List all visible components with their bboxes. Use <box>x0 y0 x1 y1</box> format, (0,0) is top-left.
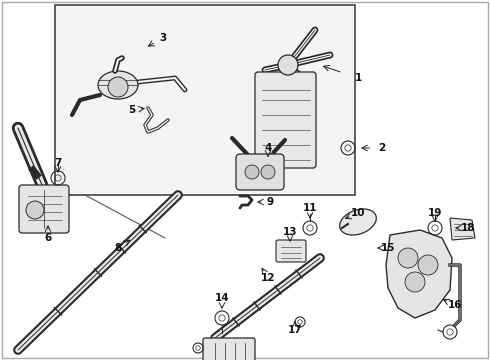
FancyBboxPatch shape <box>236 154 284 190</box>
Text: 19: 19 <box>428 208 442 218</box>
Text: 3: 3 <box>159 33 167 43</box>
Text: 7: 7 <box>54 158 62 168</box>
Ellipse shape <box>340 209 376 235</box>
Text: 6: 6 <box>45 233 51 243</box>
Polygon shape <box>450 218 475 240</box>
Circle shape <box>108 77 128 97</box>
FancyBboxPatch shape <box>19 185 69 233</box>
Text: 4: 4 <box>264 143 271 153</box>
Text: 14: 14 <box>215 293 229 303</box>
Circle shape <box>418 255 438 275</box>
Text: 12: 12 <box>261 273 275 283</box>
Circle shape <box>398 248 418 268</box>
Text: 13: 13 <box>283 227 297 237</box>
Circle shape <box>405 272 425 292</box>
Circle shape <box>245 165 259 179</box>
FancyBboxPatch shape <box>203 338 255 360</box>
Circle shape <box>278 55 298 75</box>
Text: 10: 10 <box>351 208 365 218</box>
Text: 18: 18 <box>461 223 475 233</box>
Text: 16: 16 <box>448 300 462 310</box>
Circle shape <box>261 165 275 179</box>
Text: 15: 15 <box>381 243 395 253</box>
Text: 17: 17 <box>288 325 302 335</box>
Text: 11: 11 <box>303 203 317 213</box>
Text: 2: 2 <box>378 143 386 153</box>
Ellipse shape <box>98 71 138 99</box>
Text: 5: 5 <box>128 105 136 115</box>
Text: 1: 1 <box>354 73 362 83</box>
Text: 8: 8 <box>114 243 122 253</box>
FancyBboxPatch shape <box>276 240 306 262</box>
Bar <box>55 5 355 195</box>
FancyBboxPatch shape <box>255 72 316 168</box>
Polygon shape <box>386 230 452 318</box>
Circle shape <box>26 201 44 219</box>
Text: 9: 9 <box>267 197 273 207</box>
